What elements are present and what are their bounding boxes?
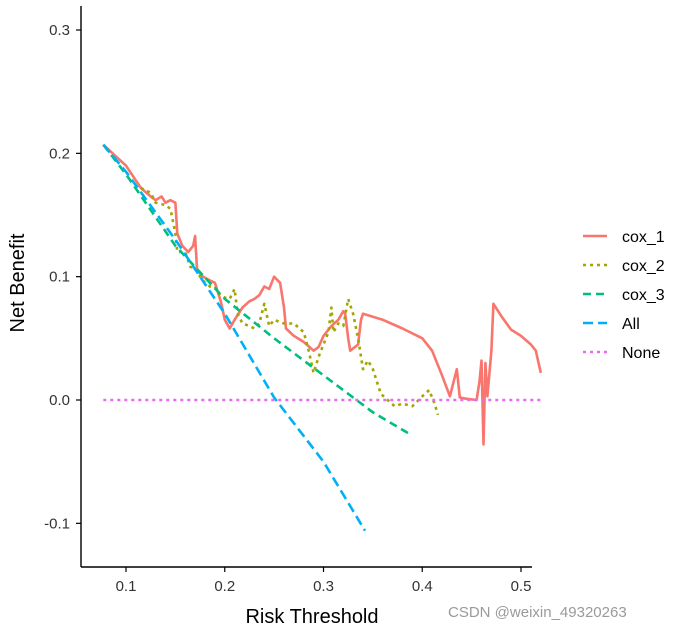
- x-tick-label: 0.5: [511, 578, 532, 595]
- y-tick-label: -0.1: [44, 515, 70, 532]
- legend-label-cox-3: cox_3: [622, 287, 665, 304]
- y-axis-title: Net Benefit: [7, 233, 29, 332]
- series-lines: [102, 143, 543, 532]
- series-line-all: [102, 143, 367, 532]
- x-tick-label: 0.1: [116, 578, 137, 595]
- x-ticks: 0.1 0.2 0.3 0.4 0.5: [116, 567, 532, 595]
- legend-label-cox-2: cox_2: [622, 258, 665, 275]
- x-tick-label: 0.3: [313, 578, 334, 595]
- y-tick-label: 0.0: [49, 392, 70, 409]
- x-tick-label: 0.2: [214, 578, 235, 595]
- y-tick-label: 0.2: [49, 145, 70, 162]
- x-axis-title: Risk Threshold: [245, 606, 378, 628]
- y-ticks: -0.1 0.0 0.1 0.2 0.3: [44, 22, 81, 532]
- series-line-cox-3: [102, 143, 410, 435]
- legend-label-cox-1: cox_1: [622, 229, 665, 246]
- legend: cox_1 cox_2 cox_3 All None: [583, 229, 665, 362]
- y-tick-label: 0.1: [49, 269, 70, 286]
- legend-label-all: All: [622, 316, 640, 333]
- watermark-text: CSDN @weixin_49320263: [448, 604, 627, 621]
- series-line-cox-2: [140, 186, 440, 416]
- legend-label-none: None: [622, 345, 660, 362]
- x-tick-label: 0.4: [412, 578, 433, 595]
- y-tick-label: 0.3: [49, 22, 70, 39]
- series-line-cox-1: [102, 143, 543, 446]
